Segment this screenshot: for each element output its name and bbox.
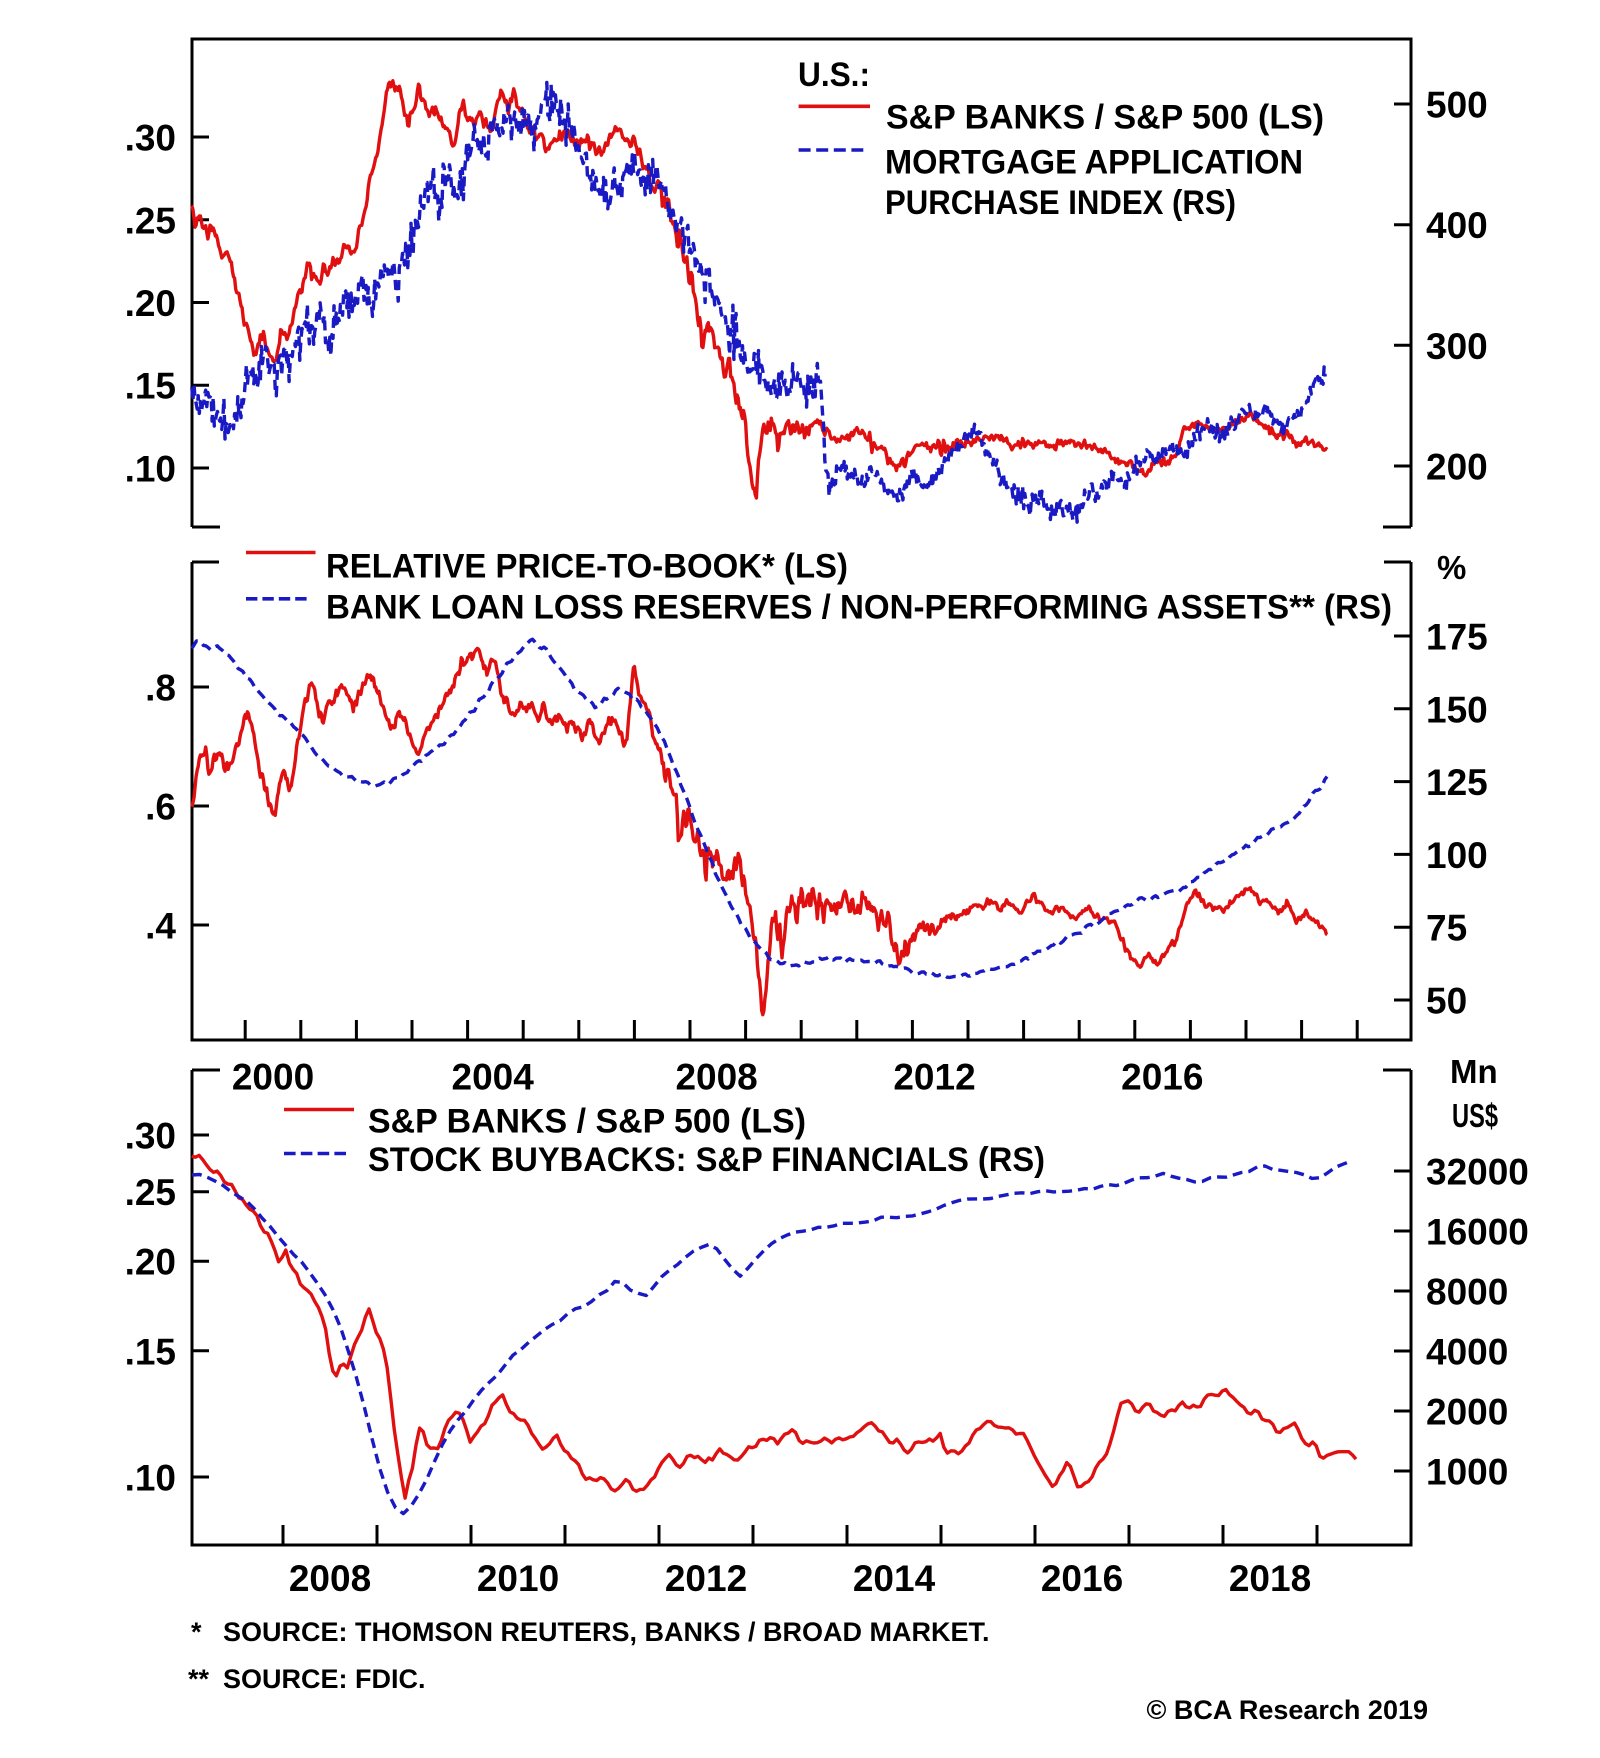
svg-text:2016: 2016 (1121, 1057, 1203, 1098)
svg-text:.30: .30 (125, 118, 176, 159)
svg-text:175: 175 (1426, 617, 1488, 658)
svg-text:2008: 2008 (675, 1057, 757, 1098)
svg-text:150: 150 (1426, 689, 1488, 730)
svg-text:*: * (191, 1617, 202, 1647)
svg-text:%: % (1437, 549, 1466, 586)
svg-text:1000: 1000 (1426, 1452, 1508, 1493)
svg-text:32000: 32000 (1426, 1152, 1529, 1193)
svg-text:16000: 16000 (1426, 1212, 1529, 1253)
svg-text:2016: 2016 (1041, 1558, 1123, 1599)
svg-text:4000: 4000 (1426, 1332, 1508, 1373)
svg-text:2000: 2000 (1426, 1392, 1508, 1433)
svg-text:S&P BANKS / S&P 500 (LS): S&P BANKS / S&P 500 (LS) (886, 99, 1324, 137)
svg-text:.10: .10 (125, 449, 176, 490)
svg-text:.15: .15 (125, 366, 176, 407)
svg-text:.30: .30 (125, 1116, 176, 1157)
svg-text:© BCA Research 2019: © BCA Research 2019 (1146, 1695, 1428, 1725)
svg-text:US$: US$ (1452, 1097, 1498, 1134)
svg-text:SOURCE: FDIC.: SOURCE: FDIC. (223, 1664, 426, 1694)
svg-text:8000: 8000 (1426, 1272, 1508, 1313)
svg-text:75: 75 (1426, 908, 1467, 949)
svg-text:.15: .15 (125, 1331, 176, 1372)
svg-text:MORTGAGE APPLICATION: MORTGAGE APPLICATION (885, 143, 1303, 181)
svg-text:2018: 2018 (1229, 1558, 1311, 1599)
svg-text:PURCHASE INDEX (RS): PURCHASE INDEX (RS) (885, 184, 1236, 222)
svg-text:2014: 2014 (853, 1558, 936, 1599)
svg-text:300: 300 (1426, 326, 1488, 367)
svg-text:125: 125 (1426, 762, 1488, 803)
svg-text:2012: 2012 (893, 1057, 975, 1098)
svg-text:.10: .10 (125, 1458, 176, 1499)
svg-text:2004: 2004 (452, 1057, 535, 1098)
svg-text:.4: .4 (145, 906, 176, 947)
svg-text:400: 400 (1426, 205, 1488, 246)
svg-text:100: 100 (1426, 835, 1488, 876)
svg-text:.6: .6 (145, 787, 176, 828)
svg-text:.8: .8 (145, 668, 176, 709)
svg-text:RELATIVE PRICE-TO-BOOK* (LS): RELATIVE PRICE-TO-BOOK* (LS) (326, 547, 848, 585)
svg-text:2012: 2012 (665, 1558, 747, 1599)
svg-text:**: ** (188, 1664, 210, 1694)
svg-text:Mn: Mn (1450, 1053, 1498, 1090)
svg-text:.20: .20 (125, 283, 176, 324)
svg-text:.25: .25 (125, 1172, 176, 1213)
svg-text:200: 200 (1426, 447, 1488, 488)
svg-text:.25: .25 (125, 200, 176, 241)
svg-text:SOURCE: THOMSON REUTERS, BANKS: SOURCE: THOMSON REUTERS, BANKS / BROAD M… (223, 1617, 990, 1647)
svg-text:STOCK BUYBACKS: S&P FINANCIALS: STOCK BUYBACKS: S&P FINANCIALS (RS) (368, 1141, 1045, 1179)
svg-text:2000: 2000 (232, 1057, 314, 1098)
svg-text:50: 50 (1426, 981, 1467, 1022)
svg-text:500: 500 (1426, 85, 1488, 126)
svg-text:2010: 2010 (477, 1558, 559, 1599)
svg-text:BANK LOAN LOSS RESERVES / NON-: BANK LOAN LOSS RESERVES / NON-PERFORMING… (326, 588, 1392, 626)
svg-text:S&P BANKS / S&P 500 (LS): S&P BANKS / S&P 500 (LS) (368, 1103, 806, 1141)
svg-text:2008: 2008 (289, 1558, 371, 1599)
svg-text:.20: .20 (125, 1242, 176, 1283)
svg-text:U.S.:: U.S.: (798, 56, 870, 94)
